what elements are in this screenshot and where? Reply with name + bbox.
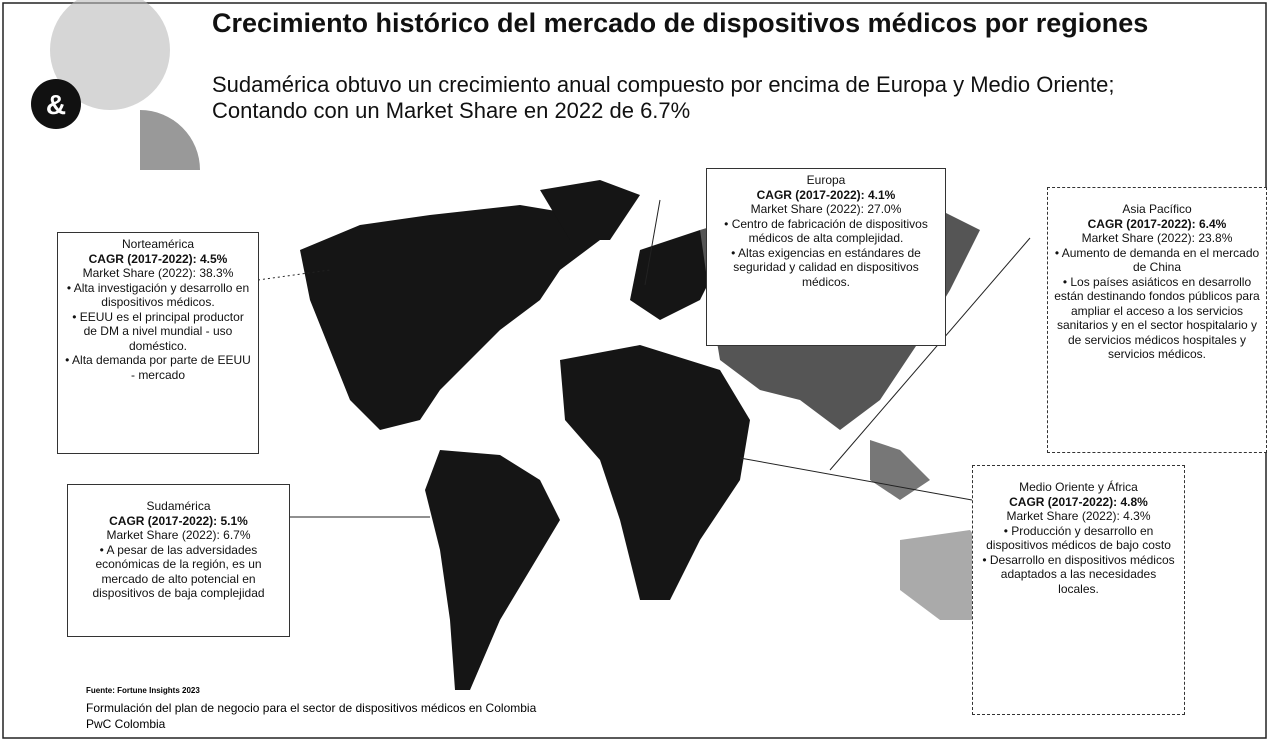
bullet: Desarrollo en dispositivos médicos adapt… [979, 553, 1178, 597]
bullet: A pesar de las adversidades económicas d… [74, 543, 283, 601]
connector [644, 199, 661, 286]
bullet-list: Alta investigación y desarrollo en dispo… [64, 281, 252, 383]
region-cagr: CAGR (2017-2022): 6.4% [1087, 216, 1227, 231]
region-share: Market Share (2022): 38.3% [82, 266, 234, 280]
bullet-list: Aumento de demanda en el mercado de Chin… [1054, 246, 1260, 362]
region-name: Europa [806, 173, 846, 187]
greenland [540, 180, 640, 240]
connector [257, 269, 331, 281]
connector [739, 457, 973, 501]
region-name: Norteamérica [121, 237, 195, 251]
europe [630, 230, 720, 320]
deco-circle [50, 0, 170, 110]
region-share: Market Share (2022): 23.8% [1081, 231, 1233, 245]
africa [560, 345, 750, 600]
deco-shape [140, 110, 200, 170]
region-cagr: CAGR (2017-2022): 5.1% [109, 513, 248, 528]
logo-circle [31, 79, 81, 129]
subtitle: Sudamérica obtuvo un crecimiento anual c… [212, 72, 1115, 123]
bullet: EEUU es el principal productor de DM a n… [64, 310, 252, 354]
region-box: Norteamérica CAGR (2017-2022): 4.5% Market… [57, 232, 259, 454]
north-america [300, 205, 600, 430]
bullet: Alta demanda por parte de EEUU - mercado [64, 353, 252, 382]
region-share: Market Share (2022): 4.3% [1006, 509, 1151, 523]
region-box: Europa CAGR (2017-2022): 4.1% Market Share… [706, 168, 946, 346]
connectors [257, 199, 1031, 518]
region-box: Sudamérica CAGR (2017-2022): 5.1% Market S… [67, 484, 290, 637]
region-share: Market Share (2022): 6.7% [106, 528, 251, 542]
bullet: Producción y desarrollo en dispositivos … [979, 524, 1178, 553]
bullet: Aumento de demanda en el mercado de Chin… [1054, 246, 1260, 275]
bullet: Los países asiáticos en desarrollo están… [1054, 275, 1260, 362]
bullet: Centro de fabricación de dispositivos mé… [713, 217, 939, 246]
bullet-list: Producción y desarrollo en dispositivos … [979, 524, 1178, 597]
region-cagr: CAGR (2017-2022): 4.1% [756, 187, 896, 202]
region-name: Asia Pacífico [1122, 202, 1192, 216]
region-box: Medio Oriente y África CAGR (2017-2022): … [972, 465, 1185, 715]
region-cagr: CAGR (2017-2022): 4.8% [1009, 494, 1148, 509]
bullet-list: A pesar de las adversidades económicas d… [74, 543, 283, 601]
footer-line: PwC Colombia [86, 717, 166, 731]
islands [870, 440, 930, 500]
logo: & [46, 89, 66, 120]
title: Crecimiento histórico del mercado de dis… [212, 8, 1149, 38]
region-share: Market Share (2022): 27.0% [750, 202, 902, 216]
bullet: Altas exigencias en estándares de seguri… [713, 246, 939, 290]
region-name: Medio Oriente y África [1019, 480, 1138, 494]
bullet-list: Centro de fabricación de dispositivos mé… [713, 217, 939, 290]
source: Fuente: Fortune Insights 2023 [86, 686, 200, 695]
connector [829, 237, 1031, 471]
footer-line: Formulación del plan de negocio para el … [86, 701, 537, 715]
bullet: Alta investigación y desarrollo en dispo… [64, 281, 252, 310]
south-america [425, 450, 560, 690]
region-name: Sudamérica [146, 499, 211, 513]
region-box: Asia Pacífico CAGR (2017-2022): 6.4% Marke… [1047, 187, 1267, 453]
region-cagr: CAGR (2017-2022): 4.5% [88, 251, 228, 266]
